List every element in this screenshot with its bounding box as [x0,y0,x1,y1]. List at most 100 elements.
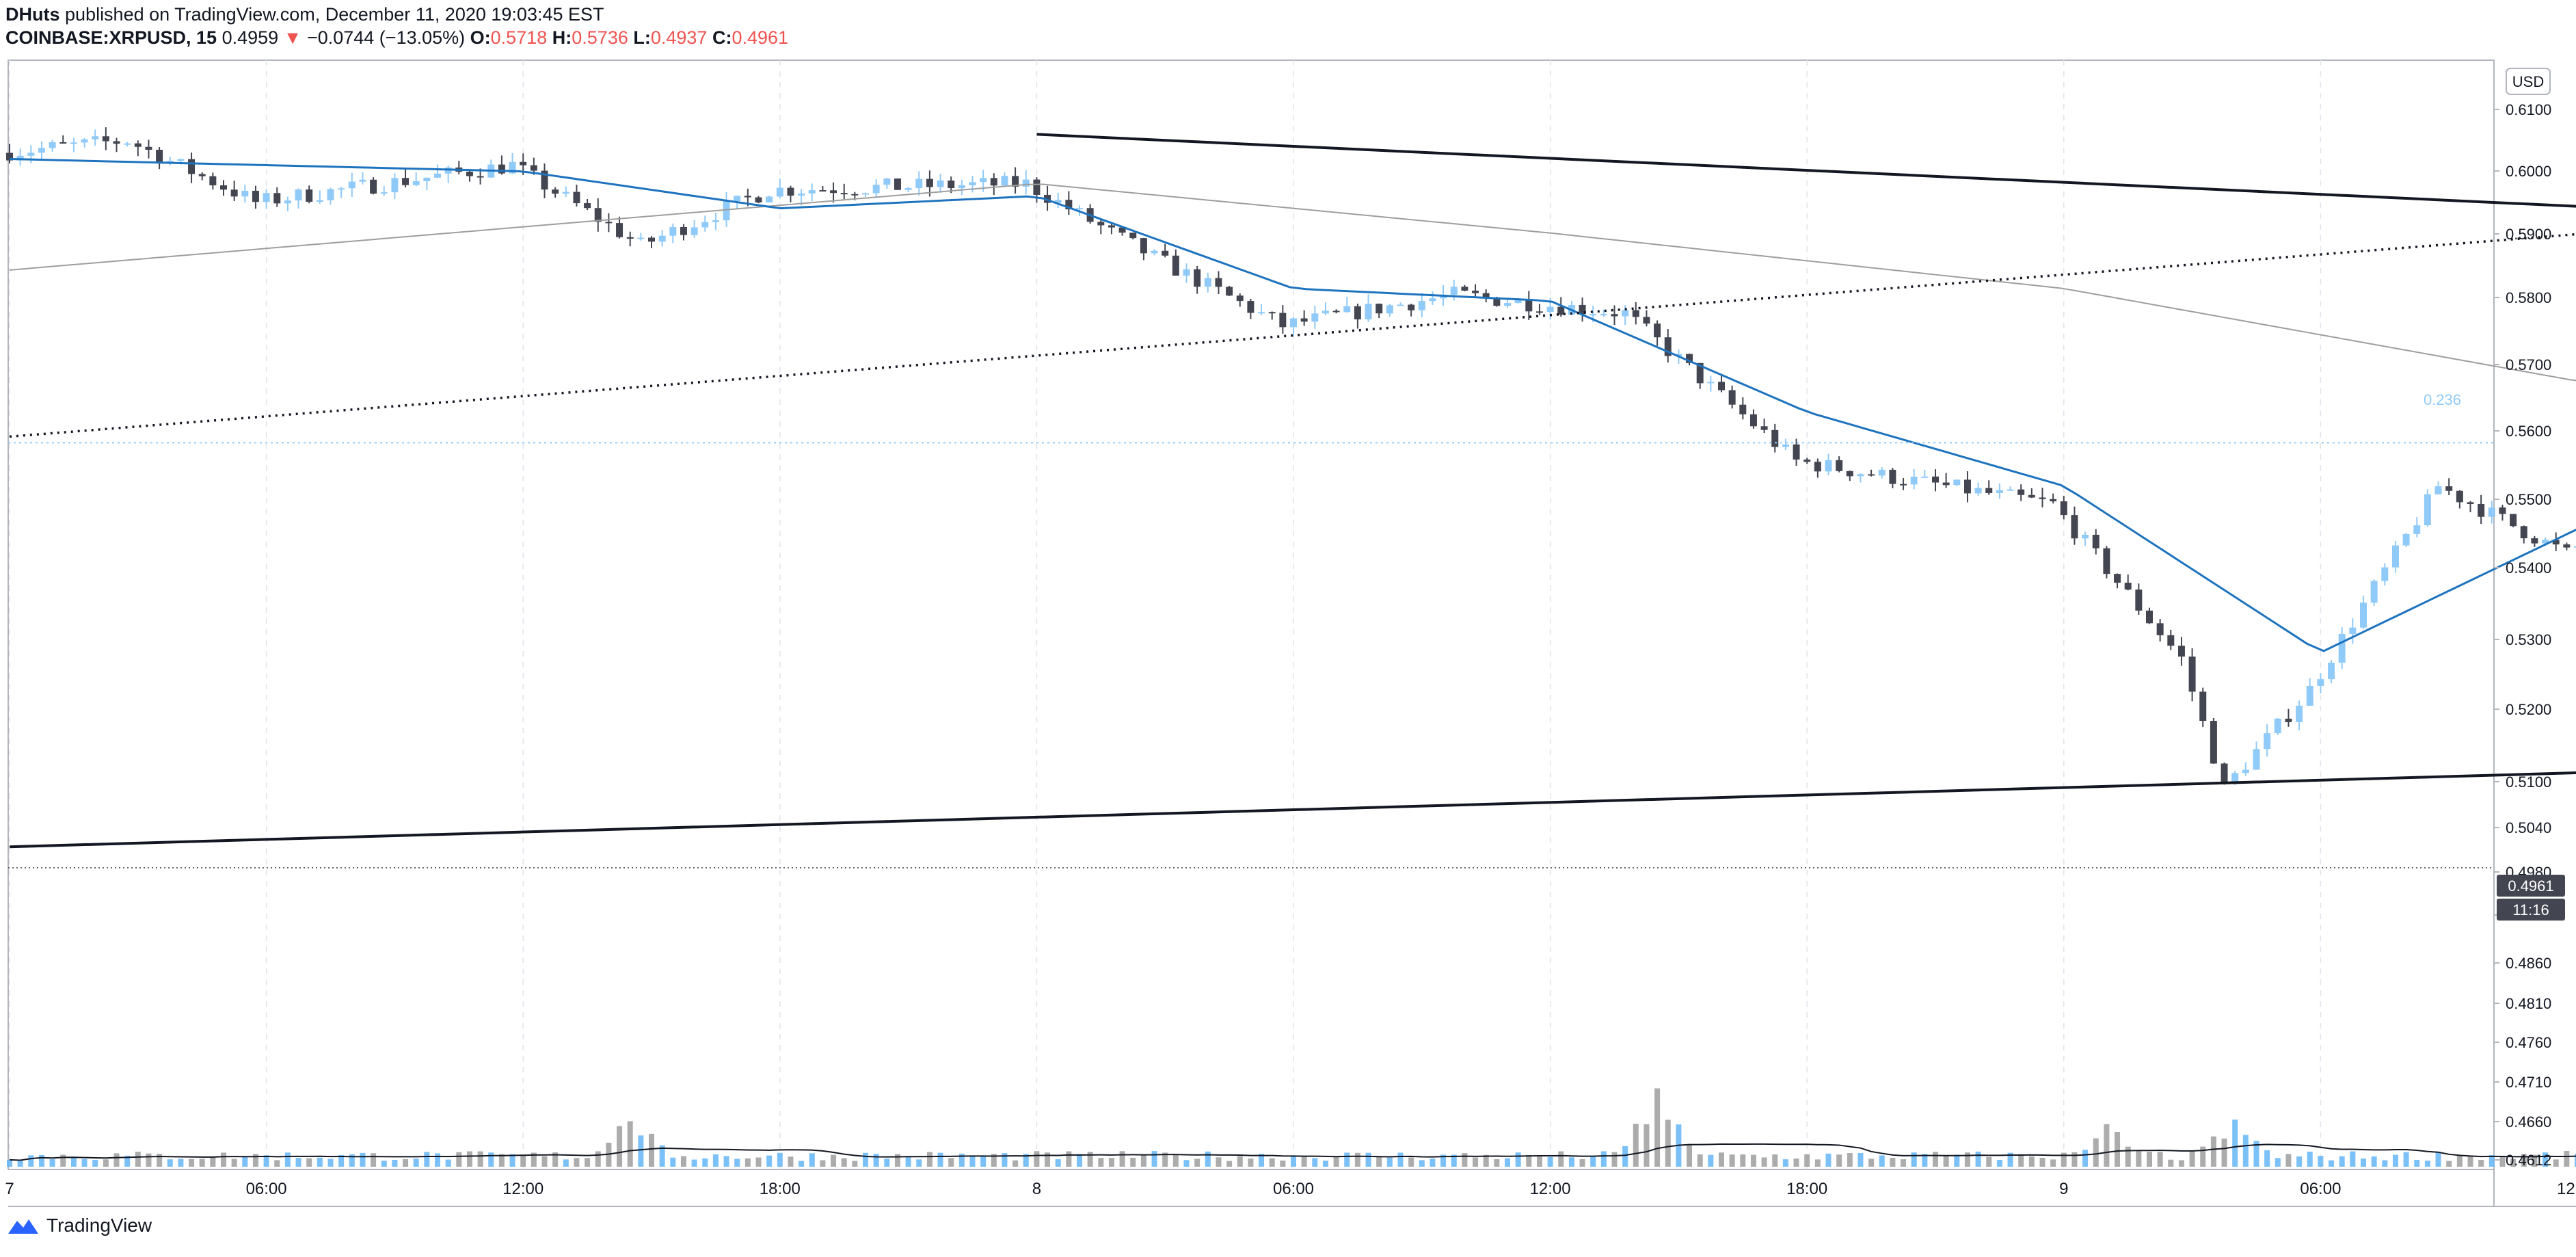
volume-bar [980,1155,987,1167]
candle-body [134,143,142,147]
candle-body [1749,414,1757,427]
candle-body [316,200,323,202]
candle-body [1151,250,1158,254]
candle-body [2039,497,2046,499]
candle-body [498,164,505,174]
volume-bar [92,1159,98,1167]
volume-bar [1579,1159,1585,1167]
volume-bar [552,1152,559,1167]
volume-bar [1172,1154,1179,1167]
trendline[interactable] [1036,133,2576,356]
volume-bar [948,1158,954,1167]
volume-bar [1986,1156,1992,1167]
ohlc-line: COINBASE:XRPUSD, 15 0.4959 ▼ −0.0744 (−1… [5,26,788,49]
volume-bar [488,1152,494,1167]
volume-bar [788,1156,794,1167]
tradingview-logo[interactable]: TradingView [7,1215,152,1236]
candle-body [1910,476,1918,485]
candle-body [840,193,848,195]
volume-bar [1558,1151,1564,1167]
time-tick-label: 06:00 [1273,1180,1314,1198]
candle-body [948,180,955,189]
candle-body [2242,769,2249,773]
candle-body [1857,474,1864,477]
candle-body [2563,544,2571,548]
volume-bar [617,1126,623,1167]
volume-bar [231,1159,237,1167]
time-axis[interactable]: 7 06:00 12:00 18:00 8 06:00 12:00 18:00 9 06:00 12… [5,1180,2576,1198]
candle-body [1686,354,1693,363]
candle-body [2071,515,2078,539]
candle-body [1728,390,1736,405]
volume-bar [2435,1152,2441,1167]
candle-body [2488,507,2495,517]
volume-bar [2200,1146,2206,1167]
time-tick-label: 06:00 [2300,1180,2341,1198]
candle-body [2124,583,2132,590]
candle-body [787,187,794,196]
candle-body [1557,306,1565,315]
candle-body [1140,238,1147,254]
time-tick-label: 06:00 [246,1180,287,1198]
volume-bar [884,1159,890,1167]
candle-body [2082,534,2089,539]
volume-bar [1857,1153,1864,1167]
candle-body [937,180,944,187]
candle-body [2221,763,2228,782]
high-label: H: [552,27,572,48]
candle-body [1311,313,1319,322]
candle-body [2467,502,2474,504]
volume-bar [2157,1152,2163,1167]
trendline[interactable] [9,680,2576,849]
candle-body [2391,545,2399,568]
candle-body [819,190,827,192]
volume-bar [627,1121,633,1167]
candle-body [1204,278,1211,287]
candle-body [626,237,634,239]
publish-line: DHuts published on TradingView.com, Dece… [5,3,788,26]
candle-body [2146,610,2153,624]
candle-body [2402,533,2410,546]
volume-bar [799,1161,805,1167]
volume-bar [2189,1151,2195,1167]
volume-bar [17,1161,23,1167]
candle-body [2156,623,2164,635]
candle-body [990,178,997,186]
high-value: 0.5736 [572,27,628,48]
candle-body [59,142,67,144]
candle-body [894,178,901,190]
candle-body [2060,501,2067,516]
symbol-label[interactable]: COINBASE:XRPUSD, 15 [5,27,217,48]
volume-bar [1055,1159,1061,1167]
volume-bar [2446,1161,2452,1167]
volume-bar [2543,1152,2549,1167]
volume-bar [2136,1150,2142,1167]
candle-body [1493,297,1501,306]
volume-bar [1248,1158,1254,1167]
volume-bar [413,1159,419,1167]
volume-bar [210,1156,216,1167]
volume-bar [242,1156,248,1167]
volume-bar [531,1152,537,1167]
volume-bar [1879,1155,1885,1167]
candle-body [552,189,559,194]
currency-badge[interactable]: USD [2506,68,2551,95]
price-tick-label: 0.4612 [2506,1152,2551,1169]
candle-body [915,178,923,188]
candle-body [81,139,88,143]
volume-bar [1066,1151,1072,1167]
volume-bar [2221,1138,2227,1167]
price-axis[interactable]: 0.6100 0.6000 0.5900 0.5800 0.5700 0.5600 0.55… [2494,101,2551,1169]
candle-body [2264,733,2271,750]
volume-bar [723,1156,729,1167]
volume-bar [1761,1157,1767,1167]
volume-bar [638,1135,644,1167]
candle-body [198,174,206,176]
author-name[interactable]: DHuts [5,4,60,25]
candle-body [1076,208,1083,210]
volume-bar [585,1158,591,1167]
tradingview-logo-icon [8,1219,38,1234]
volume-bar [124,1155,131,1167]
candle-body [1889,469,1896,484]
